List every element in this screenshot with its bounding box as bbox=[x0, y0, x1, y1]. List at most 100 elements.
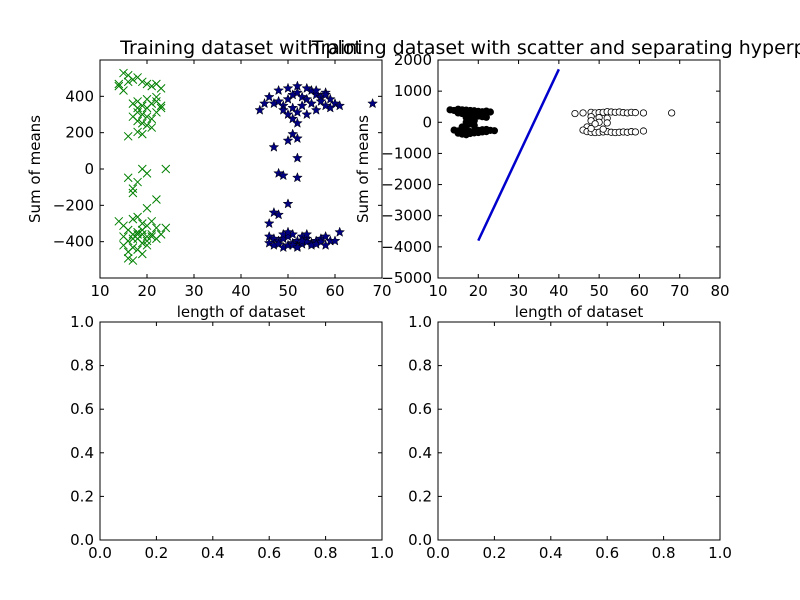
data-point-star-marker bbox=[310, 89, 322, 100]
data-point-x-marker bbox=[123, 77, 133, 87]
data-point-star-marker bbox=[268, 206, 280, 218]
x-tick-label: 1.0 bbox=[370, 544, 394, 562]
data-point-x-marker bbox=[137, 77, 147, 87]
axes-frame bbox=[99, 321, 383, 541]
x-tick-label: 50 bbox=[590, 282, 609, 300]
y-tick-label: 0.2 bbox=[408, 487, 432, 505]
y-tick-label: 0.6 bbox=[70, 400, 94, 418]
plot-area bbox=[446, 68, 676, 242]
data-point-x-marker bbox=[137, 249, 147, 259]
data-point-star-marker bbox=[291, 106, 303, 117]
x-tick-label: 20 bbox=[469, 282, 488, 300]
x-tick-label: 0.8 bbox=[652, 544, 676, 562]
data-point-x-marker bbox=[133, 177, 142, 187]
data-point-x-marker bbox=[142, 79, 152, 89]
data-point-open-circle bbox=[631, 109, 640, 117]
data-point-star-marker bbox=[315, 236, 327, 247]
y-tick-label: 0.8 bbox=[408, 357, 432, 375]
x-tick-label: 0.2 bbox=[144, 544, 168, 562]
y-tick-label: −200 bbox=[53, 196, 94, 214]
data-point-star-marker bbox=[291, 172, 303, 183]
data-point-star-marker bbox=[320, 239, 332, 250]
x-tick-label: 0.0 bbox=[426, 544, 450, 562]
data-point-open-circle bbox=[599, 125, 607, 133]
data-point-star-marker bbox=[287, 102, 299, 113]
y-tick-label: 1.0 bbox=[70, 313, 94, 331]
data-point-x-marker bbox=[156, 101, 166, 111]
y-tick-label: 0 bbox=[84, 160, 94, 178]
data-point-open-circle bbox=[668, 109, 676, 117]
data-point-x-marker bbox=[142, 240, 152, 250]
data-point-star-marker bbox=[310, 84, 322, 96]
data-point-x-marker bbox=[147, 216, 157, 226]
data-point-star-marker bbox=[291, 152, 303, 163]
data-point-star-marker bbox=[301, 108, 313, 120]
data-point-star-marker bbox=[282, 82, 294, 93]
x-tick-label: 0.4 bbox=[539, 544, 563, 562]
y-tick-label: 0.4 bbox=[70, 444, 94, 462]
data-point-x-marker bbox=[137, 219, 147, 228]
y-tick-label: −3000 bbox=[381, 207, 432, 225]
data-point-star-marker bbox=[263, 91, 275, 102]
data-point-x-marker bbox=[137, 101, 147, 111]
y-tick-label: 1.0 bbox=[408, 313, 432, 331]
data-point-star-marker bbox=[329, 97, 341, 109]
data-point-star-marker bbox=[282, 198, 294, 209]
y-tick-label: 200 bbox=[65, 124, 94, 142]
y-tick-label: 0.8 bbox=[70, 357, 94, 375]
x-axis-label: length of dataset bbox=[515, 303, 644, 321]
data-point-filled-circle bbox=[466, 109, 474, 117]
data-point-x-marker bbox=[137, 225, 147, 235]
data-point-x-marker bbox=[119, 68, 128, 78]
data-point-star-marker bbox=[301, 93, 313, 104]
x-tick-label: 60 bbox=[325, 282, 344, 300]
data-point-x-marker bbox=[137, 118, 147, 128]
y-tick-label: −1000 bbox=[381, 144, 432, 162]
data-point-star-marker bbox=[273, 84, 285, 96]
axes-frame bbox=[437, 321, 721, 541]
data-point-x-marker bbox=[128, 256, 138, 265]
x-tick-label: 40 bbox=[549, 282, 568, 300]
data-point-x-marker bbox=[128, 112, 138, 122]
data-point-x-marker bbox=[133, 212, 142, 222]
data-point-star-marker bbox=[268, 141, 280, 152]
data-point-x-marker bbox=[137, 129, 147, 139]
x-axis-label: length of dataset bbox=[177, 303, 306, 321]
x-tick-label: 0.6 bbox=[595, 544, 619, 562]
data-point-star-marker bbox=[282, 108, 294, 120]
data-point-star-marker bbox=[315, 95, 327, 107]
data-point-open-circle bbox=[591, 120, 599, 128]
data-point-open-circle bbox=[603, 119, 611, 127]
data-point-star-marker bbox=[291, 80, 303, 91]
x-tick-label: 0.2 bbox=[482, 544, 506, 562]
data-point-x-marker bbox=[128, 188, 138, 198]
data-point-open-circle bbox=[587, 124, 595, 133]
y-tick-label: −2000 bbox=[381, 176, 432, 194]
x-tick-label: 0.8 bbox=[314, 544, 338, 562]
data-point-x-marker bbox=[142, 121, 152, 130]
subplot-1: 10 20 30 40 50 60 70 −400 −200 0 200 400 length of d… bbox=[26, 37, 392, 321]
data-point-star-marker bbox=[273, 238, 285, 249]
data-point-x-marker bbox=[128, 214, 138, 224]
y-tick-label: 1000 bbox=[394, 82, 432, 100]
data-point-x-marker bbox=[128, 75, 138, 84]
data-point-filled-circle bbox=[474, 109, 482, 117]
y-axis-label: Sum of means bbox=[354, 115, 372, 223]
x-tick-label: 10 bbox=[90, 282, 109, 300]
axes-frame bbox=[437, 59, 721, 279]
y-tick-label: −4000 bbox=[381, 238, 432, 256]
data-point-star-marker bbox=[273, 95, 285, 107]
data-point-open-circle bbox=[631, 128, 640, 136]
x-tick-label: 40 bbox=[231, 282, 250, 300]
plot-area bbox=[114, 68, 379, 265]
data-point-open-circle bbox=[579, 109, 587, 117]
data-point-x-marker bbox=[161, 164, 171, 174]
data-point-x-marker bbox=[142, 94, 152, 104]
y-tick-label: 0.0 bbox=[408, 531, 432, 549]
data-point-x-marker bbox=[133, 127, 142, 137]
y-tick-label: −5000 bbox=[381, 269, 432, 287]
data-point-x-marker bbox=[128, 243, 138, 252]
data-point-x-marker bbox=[137, 230, 147, 239]
x-tick-label: 0.0 bbox=[88, 544, 112, 562]
data-point-star-marker bbox=[334, 226, 346, 237]
